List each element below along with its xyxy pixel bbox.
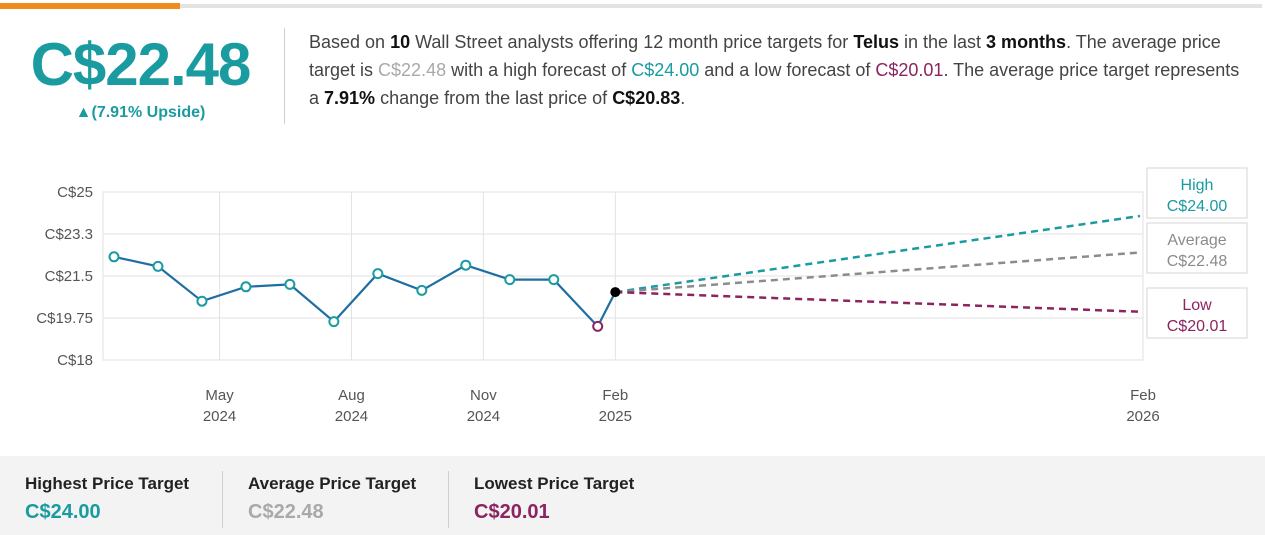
average-label: Average Price Target: [248, 474, 417, 493]
summary-text: .: [680, 88, 686, 108]
price-target-chart: C$25 C$23.3 C$21.5 C$19.75 C$18 May 2024 Aug 202…: [36, 167, 1248, 425]
forecast-value: C$20.01: [1167, 318, 1228, 335]
forecast-label-high: High C$24.00: [1146, 167, 1248, 219]
summary-low: C$20.01: [875, 60, 944, 80]
price-point: [284, 278, 296, 290]
forecast-line-high: [615, 214, 1141, 294]
price-point: [416, 284, 428, 296]
period: 3 months: [986, 32, 1067, 52]
average-value: C$22.48: [248, 501, 324, 523]
x-tick-month: Feb: [602, 387, 628, 404]
forecast-value: C$24.00: [1167, 198, 1228, 215]
stat-divider: [222, 471, 223, 528]
price-point: [592, 320, 604, 332]
x-tick-year: 2024: [335, 408, 368, 425]
price-target-summary-bar: Highest Price Target C$24.00 Average Pri…: [0, 456, 1265, 535]
forecast-name: High: [1181, 177, 1214, 194]
y-tick-label: C$21.5: [45, 268, 93, 285]
price-point: [152, 260, 164, 272]
x-tick-month: May: [205, 387, 234, 404]
y-tick-label: C$19.75: [36, 310, 93, 327]
summary-text: with a high forecast of: [446, 60, 632, 80]
lowest-label: Lowest Price Target: [474, 474, 635, 493]
header-divider: [284, 28, 285, 124]
forecast-name: Low: [1182, 297, 1212, 314]
forecast-value: C$22.48: [1167, 253, 1228, 270]
company-name: Telus: [853, 32, 899, 52]
current-price-point: [610, 287, 621, 298]
summary-text: change from the last price of: [375, 88, 613, 108]
summary-text: in the last: [899, 32, 987, 52]
price-point: [504, 274, 516, 286]
x-tick-month: Aug: [338, 387, 365, 404]
price-point: [328, 316, 340, 328]
price-point: [196, 295, 208, 307]
x-tick-month: Nov: [470, 387, 497, 404]
lowest-value: C$20.01: [474, 501, 550, 523]
forecast-label-box: [1146, 287, 1248, 339]
x-tick-year: 2024: [467, 408, 500, 425]
analyst-count: 10: [390, 32, 411, 52]
summary-average: C$22.48: [378, 60, 447, 80]
price-point: [240, 281, 252, 293]
highest-value: C$24.00: [25, 501, 101, 523]
forecast-line-average: [615, 251, 1141, 294]
price-point: [548, 274, 560, 286]
forecast-line-low: [615, 290, 1141, 314]
x-tick-month: Feb: [1130, 387, 1156, 404]
average-price-target: C$22.48: [30, 31, 252, 98]
highest-label: Highest Price Target: [25, 474, 190, 493]
forecast-label-box: [1146, 167, 1248, 219]
top-progress-bar: [0, 0, 1265, 9]
summary-change: 7.91%: [324, 88, 376, 108]
upside-indicator: ▲(7.91% Upside): [75, 104, 206, 121]
forecast-label-low: Low C$20.01: [1146, 287, 1248, 339]
price-point: [108, 251, 120, 263]
analyst-summary: Based on 10 Wall Street analysts offerin…: [309, 28, 1249, 112]
summary-last-price: C$20.83: [612, 88, 681, 108]
x-tick-year: 2026: [1126, 408, 1159, 425]
summary-text: Based on: [309, 32, 391, 52]
summary-high: C$24.00: [631, 60, 700, 80]
top-bar-accent: [0, 3, 180, 9]
x-tick-year: 2025: [599, 408, 632, 425]
x-tick-year: 2024: [203, 408, 236, 425]
summary-text: Wall Street analysts offering 12 month p…: [410, 32, 854, 52]
forecast-name: Average: [1167, 232, 1226, 249]
price-point: [372, 268, 384, 280]
summary-text: and a low forecast of: [699, 60, 876, 80]
forecast-label-box: [1146, 222, 1248, 274]
price-history-line: [113, 255, 617, 329]
summary-text: . The average price target is: [309, 32, 1221, 80]
price-point: [460, 259, 472, 271]
top-bar-track: [0, 4, 1262, 8]
y-tick-label: C$25: [57, 184, 93, 201]
summary-text: . The average price target represents a: [309, 60, 1240, 108]
y-tick-label: C$23.3: [45, 226, 93, 243]
stat-divider: [448, 471, 449, 528]
y-tick-label: C$18: [57, 352, 93, 369]
forecast-label-average: Average C$22.48: [1146, 222, 1248, 274]
